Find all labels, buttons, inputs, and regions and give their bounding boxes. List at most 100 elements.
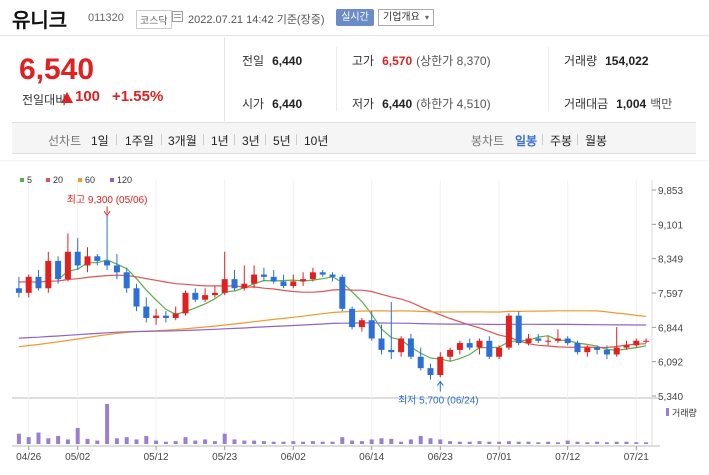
candle-body [231, 279, 238, 289]
volume-bar [301, 441, 306, 444]
candle-body [574, 343, 581, 353]
stat-prev-label: 전일 [242, 54, 265, 68]
volume-bar [271, 441, 276, 444]
period-1y[interactable]: 1년 [211, 134, 229, 148]
stat-high: 고가 6,570 (상한가 8,370) [352, 52, 491, 69]
grid [0, 159, 709, 447]
stock-header: 유니크 011320 코스닥 2022.07.21 14:42 기준(장중) 실… [0, 0, 709, 36]
candle-body [251, 274, 258, 284]
legend-swatch [46, 178, 50, 182]
candle-body [594, 347, 601, 350]
period-1w[interactable]: 1주일 [125, 134, 154, 148]
up-triangle-icon [61, 92, 73, 103]
volume-bar [222, 433, 227, 444]
volume-bar [487, 441, 492, 444]
candle-body [309, 272, 316, 280]
volume-bar [379, 438, 384, 444]
volume-bar [232, 439, 237, 444]
candle-body [339, 276, 346, 309]
x-tick-label: 05/12 [144, 452, 169, 463]
volume-bar [536, 442, 541, 444]
candle-body [417, 356, 424, 369]
company-overview-label: 기업개요 [383, 12, 420, 23]
stat-amount-value: 1,004 [616, 97, 647, 111]
candle-body [378, 338, 385, 350]
candle-body [603, 349, 610, 355]
candle-body [202, 295, 209, 300]
y-tick-label: 6,092 [658, 358, 683, 369]
volume-bar [75, 428, 80, 444]
candle-chart-label[interactable]: 봉차트 [471, 134, 505, 148]
volume-bar [634, 442, 639, 444]
candle-body [182, 292, 189, 314]
period-3y[interactable]: 3년 [242, 134, 260, 148]
period-3m[interactable]: 3개월 [168, 134, 197, 148]
candle-monthly[interactable]: 월봉 [585, 134, 608, 148]
period-10y[interactable]: 10년 [304, 134, 329, 148]
candle-weekly[interactable]: 주봉 [550, 134, 573, 148]
volume-bar [350, 440, 355, 444]
volume-bar [506, 441, 511, 444]
candle-daily[interactable]: 일봉 [515, 134, 538, 148]
separator [116, 134, 117, 145]
y-tick-label: 5,340 [658, 392, 683, 403]
volume-legend-label: 거래량 [672, 407, 697, 418]
y-tick-label: 9,101 [658, 220, 683, 231]
separator [161, 134, 162, 145]
volume-bar [565, 440, 570, 444]
volume-bar [85, 438, 90, 444]
volume-bar [575, 441, 580, 444]
candlestick-chart: 5 20 60 120 거래량 최고 9,300 (05/06) 최저 5,700 (0… [0, 159, 709, 463]
current-price: 6,540 [19, 53, 95, 86]
volume-bar [516, 441, 521, 444]
candle-body [476, 340, 483, 348]
volume-bar [203, 439, 208, 444]
candle-body [153, 315, 160, 318]
volume-bar [389, 438, 394, 444]
candle-body [280, 281, 287, 286]
volume-bar [95, 440, 100, 444]
volume-bar [555, 442, 560, 444]
company-overview-dropdown[interactable]: 기업개요 ▾ [378, 9, 434, 26]
candle-body [221, 279, 228, 293]
x-tick-label: 06/23 [428, 452, 453, 463]
candle-body [290, 281, 297, 286]
volume-bar [604, 442, 609, 444]
volume-bar [477, 441, 482, 444]
volume-bar [16, 433, 21, 444]
chart-toolbar: 선차트 1일 1주일 3개월 1년 3년 5년 10년 봉차트 일봉 주봉 월봉 [12, 122, 696, 154]
candle-body [368, 320, 375, 339]
candle-body [55, 260, 62, 280]
volume-bar [193, 440, 198, 444]
volume-bar [46, 438, 51, 444]
stat-high-label: 고가 [352, 54, 375, 68]
stat-amount: 거래대금 1,004 백만 [564, 95, 672, 112]
candle-body [94, 256, 101, 261]
ma120-line [18, 322, 647, 339]
candle-body [123, 272, 130, 289]
volume-bar [65, 439, 70, 444]
period-5y[interactable]: 5년 [273, 134, 291, 148]
candle-body [329, 274, 336, 277]
volume-bar [291, 441, 296, 444]
volume-bar [330, 441, 335, 444]
period-1d[interactable]: 1일 [91, 134, 109, 148]
candle-body [319, 272, 326, 275]
stock-chart: 5 20 60 120 거래량 최고 9,300 (05/06) 최저 5,700 (0… [0, 159, 709, 470]
x-tick-label: 04/26 [16, 452, 41, 463]
candle-body [192, 292, 199, 300]
stat-amount-label: 거래대금 [564, 97, 609, 111]
max-price-annotation: 최고 9,300 (05/06) [67, 194, 148, 206]
candles [15, 215, 650, 380]
stock-code: 011320 [88, 12, 124, 24]
chevron-down-icon: ▾ [424, 13, 429, 22]
legend-swatch [110, 178, 114, 182]
candle-body [349, 308, 356, 328]
line-chart-label[interactable]: 선차트 [48, 134, 82, 148]
candle-body [535, 338, 542, 341]
candle-body [466, 343, 473, 348]
moving-averages [18, 259, 647, 362]
candle-body [64, 251, 71, 280]
volume-bar [310, 441, 315, 444]
realtime-button[interactable]: 실시간 [336, 9, 374, 26]
